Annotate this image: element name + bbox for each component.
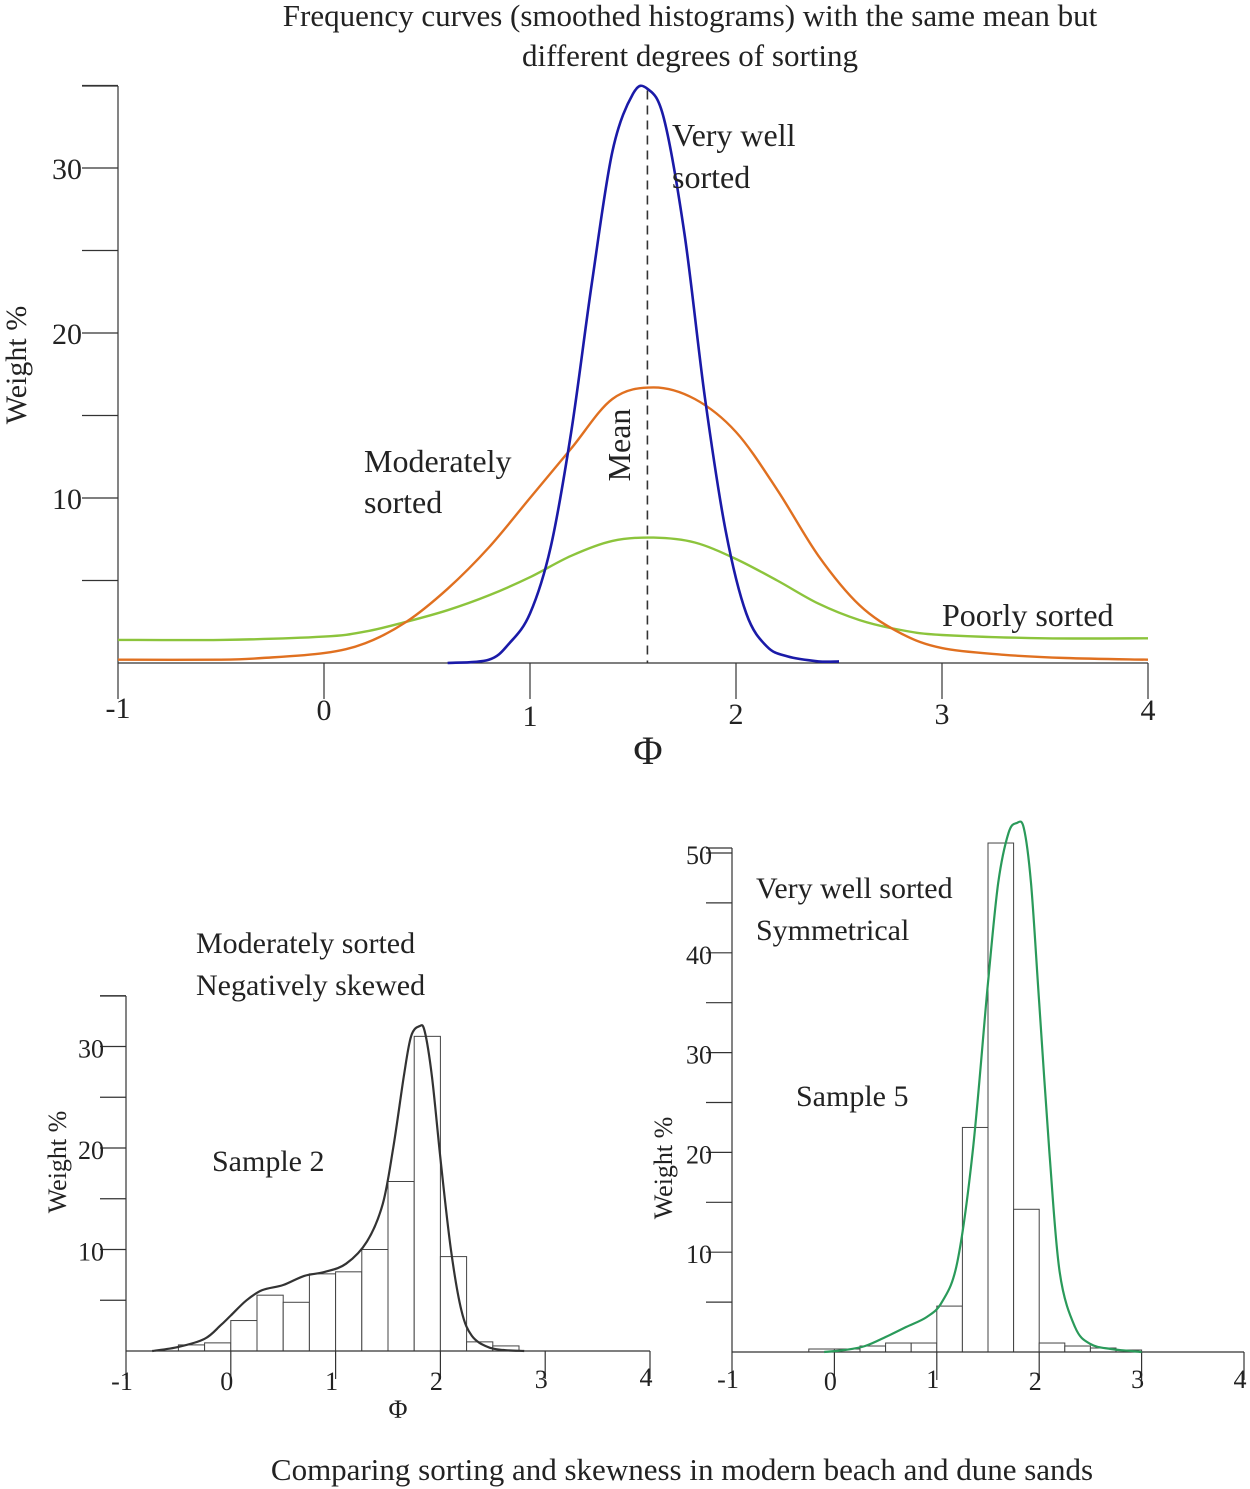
very-well-sorted-label-line2: sorted	[672, 159, 750, 195]
c3-y-tick-label: 30	[686, 1041, 712, 1070]
c3-x-tick-label: 2	[1029, 1367, 1042, 1396]
sorting-chart-x-ticks: -1 0 1 2 3 4	[106, 692, 1156, 733]
c3-x-tick-label: 4	[1234, 1365, 1247, 1394]
c2-bar	[282, 1301, 310, 1352]
poorly-sorted-label: Poorly sorted	[942, 597, 1114, 633]
series-poorly	[117, 536, 1149, 642]
c3-bar	[910, 1342, 938, 1353]
sample2-x-ticks: -1 0 1 2 3 4	[111, 1363, 652, 1396]
c1-y-tick-label: 30	[52, 153, 82, 186]
sample2-y-ticks: 10 20 30	[78, 1035, 104, 1267]
c3-bar	[961, 1126, 989, 1353]
c3-bar	[987, 842, 1015, 1353]
c2-x-tick-label: 1	[325, 1367, 338, 1396]
c3-y-tick-label: 20	[686, 1140, 712, 1169]
c1-x-tick-label: 4	[1141, 694, 1156, 727]
moderately-sorted-label-line1: Moderately	[364, 443, 512, 479]
moderately-sorted-label-line2: sorted	[364, 484, 442, 520]
sample2-axes	[100, 995, 651, 1379]
c2-y-tick-label: 30	[78, 1035, 104, 1064]
c1-x-tick-label: 2	[729, 698, 744, 731]
c2-bar	[361, 1249, 389, 1352]
sample5-chart: 10 20 30 40 50 -1 0 1 2 3 4 Very well sorted Symm…	[649, 820, 1247, 1396]
c3-bar	[1038, 1342, 1066, 1353]
sorting-chart-ylabel: Weight %	[0, 306, 33, 424]
sorting-chart-xlabel: Φ	[633, 728, 662, 773]
sorting-chart-axes	[82, 84, 1149, 699]
c2-x-tick-label: 4	[640, 1363, 653, 1392]
c1-x-tick-label: 3	[935, 698, 950, 731]
c2-x-tick-label: 2	[430, 1367, 443, 1396]
c3-y-tick-label: 10	[686, 1240, 712, 1269]
c1-x-tick-label: -1	[106, 692, 131, 725]
figure-caption: Comparing sorting and skewness in modern…	[271, 1452, 1093, 1487]
sample5-curve-group	[824, 820, 1142, 1354]
sample5-label: Sample 5	[796, 1080, 909, 1113]
c1-x-tick-label: 1	[523, 700, 538, 733]
sample5-axes	[706, 847, 1245, 1380]
figure-title-line1: Frequency curves (smoothed histograms) w…	[283, 0, 1098, 33]
sample2-curve-group	[152, 1024, 525, 1353]
c1-y-tick-label: 10	[52, 483, 82, 516]
sample2-label: Sample 2	[212, 1145, 325, 1178]
sample2-chart: 10 20 30 -1 0 1 2 3 4 Moderately sorted Negativ…	[43, 927, 653, 1424]
series-moderately	[117, 386, 1149, 662]
sorting-chart-y-ticks: 10 20 30	[52, 153, 82, 516]
c2-y-tick-label: 20	[78, 1136, 104, 1165]
c1-y-tick-label: 20	[52, 318, 82, 351]
c3-y-tick-label: 50	[686, 841, 712, 870]
sorting-chart: 10 20 30 -1 0 1 2 3 4 Mean Weight % Φ Very well…	[0, 84, 1156, 773]
c2-x-tick-label: -1	[111, 1367, 133, 1396]
c2-x-tick-label: 0	[220, 1367, 233, 1396]
sample2-title-line2: Negatively skewed	[196, 969, 425, 1002]
c2-curve	[152, 1024, 525, 1353]
very-well-sorted-label-line1: Very well	[672, 117, 796, 153]
sorting-chart-series	[117, 84, 1149, 665]
c2-bar	[256, 1294, 284, 1352]
c2-bar	[387, 1180, 415, 1352]
c2-bar	[413, 1035, 441, 1352]
sample2-ylabel: Weight %	[43, 1111, 72, 1214]
c3-bar	[885, 1342, 912, 1353]
c3-bar	[936, 1305, 963, 1353]
sample5-title-line2: Symmetrical	[756, 914, 909, 947]
figure-title-line2: different degrees of sorting	[522, 38, 858, 73]
sample2-xlabel: Φ	[388, 1395, 407, 1424]
mean-label: Mean	[601, 409, 637, 482]
c1-x-tick-label: 0	[317, 694, 332, 727]
c3-x-tick-label: 1	[926, 1365, 939, 1394]
c3-y-tick-label: 40	[686, 941, 712, 970]
c2-y-tick-label: 10	[78, 1238, 104, 1267]
c2-bar	[230, 1320, 258, 1352]
c3-bar	[1013, 1208, 1040, 1353]
sample5-title-line1: Very well sorted	[756, 872, 953, 905]
sample5-ylabel: Weight %	[649, 1117, 678, 1220]
c3-x-tick-label: 3	[1131, 1365, 1144, 1394]
series-very-well	[447, 84, 840, 665]
c3-bar	[1064, 1345, 1091, 1353]
sample2-title-line1: Moderately sorted	[196, 927, 415, 960]
c3-x-tick-label: 0	[824, 1367, 837, 1396]
mean-line-group: Mean	[601, 90, 649, 663]
c2-x-tick-label: 3	[535, 1365, 548, 1394]
c2-bar	[308, 1273, 337, 1352]
sample5-x-ticks: -1 0 1 2 3 4	[717, 1365, 1246, 1396]
sample2-histogram	[177, 1035, 520, 1352]
c3-curve	[824, 820, 1142, 1354]
sample5-y-ticks: 10 20 30 40 50	[686, 841, 712, 1269]
c3-x-tick-label: -1	[717, 1365, 739, 1394]
c2-bar	[204, 1342, 232, 1352]
c2-bar	[335, 1271, 363, 1352]
